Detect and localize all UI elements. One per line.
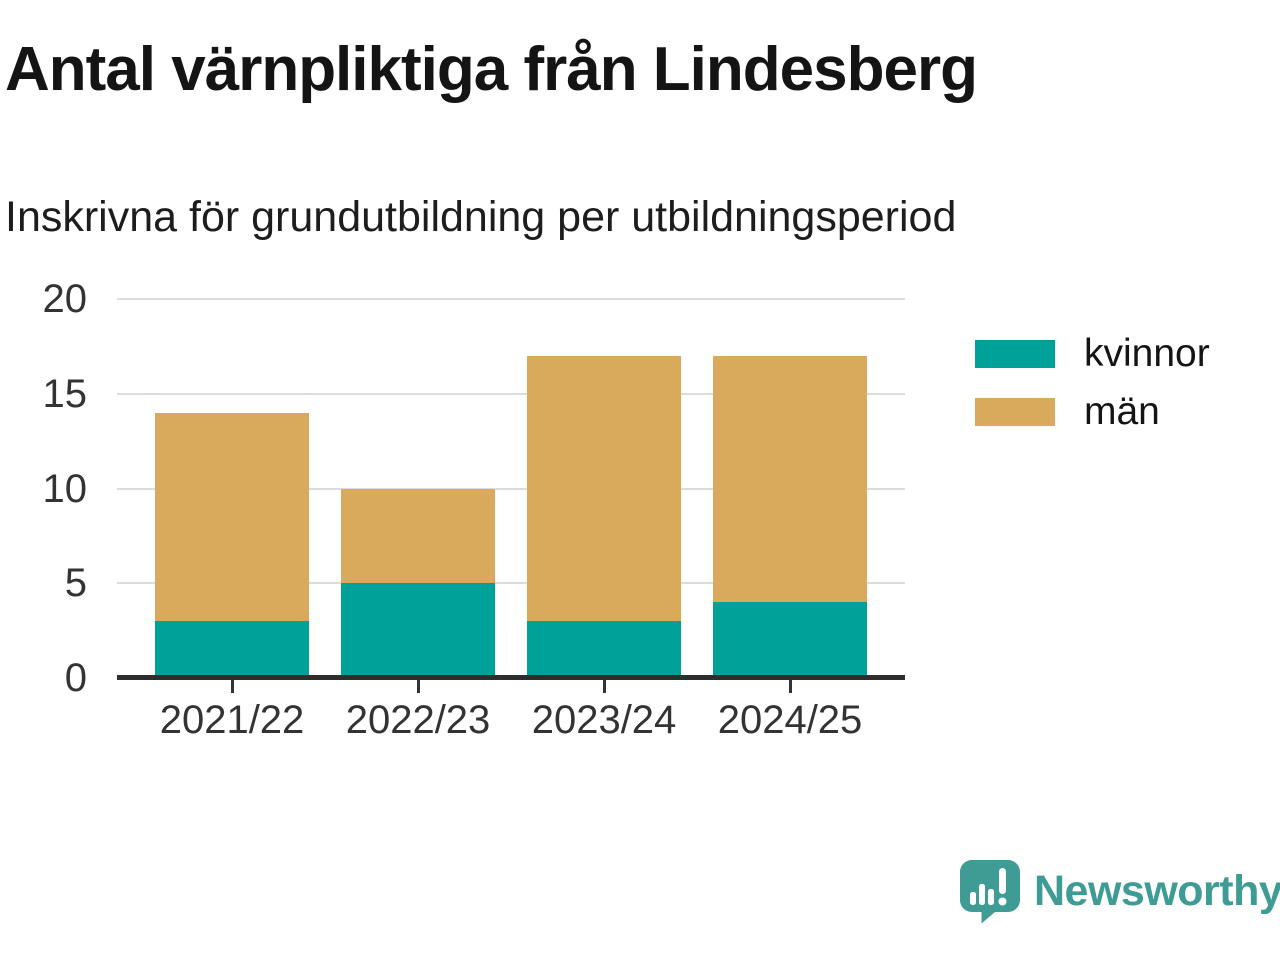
- legend-item-man: män: [975, 390, 1210, 433]
- y-axis-label-20: 20: [42, 277, 88, 321]
- bar-2021-22-kvinnor: [155, 621, 309, 678]
- chart-subtitle: Inskrivna för grundutbildning per utbild…: [5, 193, 957, 241]
- y-axis-label-10: 10: [42, 466, 88, 511]
- y-axis-label-0: 0: [64, 656, 87, 700]
- x-axis-tick-2022-23: [416, 680, 420, 693]
- x-axis-line: [117, 675, 905, 680]
- y-axis-label-15: 15: [42, 371, 88, 416]
- newsworthy-logo-text: Newsworthy: [1034, 866, 1280, 915]
- x-axis-tick-2024-25: [788, 680, 792, 693]
- bar-2024-25-män: [713, 355, 867, 603]
- x-axis-label-2023-24: 2023/24: [531, 698, 677, 742]
- gridline-15: [117, 392, 905, 395]
- x-axis-label-2021-22: 2021/22: [159, 698, 305, 742]
- y-axis-label-5: 5: [64, 561, 87, 606]
- x-axis-label-2022-23: 2022/23: [345, 698, 491, 742]
- bar-2024-25-kvinnor: [713, 602, 867, 678]
- legend-label-kvinnor: kvinnor: [1084, 332, 1210, 375]
- legend-swatch-man: [975, 398, 1055, 426]
- plot-area: 0 5 10 15 20 2021/22 2022/23 2023/24 2024/25: [43, 279, 905, 742]
- bar-2023-24-män: [527, 355, 681, 622]
- bar-2021-22-män: [155, 412, 309, 622]
- bar-2023-24-kvinnor: [527, 621, 681, 678]
- bar-2022-23-kvinnor: [341, 583, 495, 678]
- bar-2022-23-män: [341, 488, 495, 584]
- newsworthy-logo-icon: [960, 860, 1020, 924]
- legend-item-kvinnor: kvinnor: [975, 332, 1210, 375]
- x-axis-label-2024-25: 2024/25: [717, 698, 863, 742]
- gridline-20: [117, 298, 905, 300]
- newsworthy-logo[interactable]: Newsworthy: [958, 858, 1280, 924]
- x-axis-tick-2021-22: [230, 680, 234, 693]
- gridline-10: [117, 487, 905, 490]
- chart-title: Antal värnpliktiga från Lindesberg: [5, 35, 978, 104]
- legend-swatch-kvinnor: [975, 340, 1055, 368]
- chart-legend: kvinnor män: [975, 332, 1210, 456]
- x-axis-tick-2023-24: [602, 680, 606, 693]
- legend-label-man: män: [1084, 390, 1160, 433]
- gridline-5: [117, 582, 905, 585]
